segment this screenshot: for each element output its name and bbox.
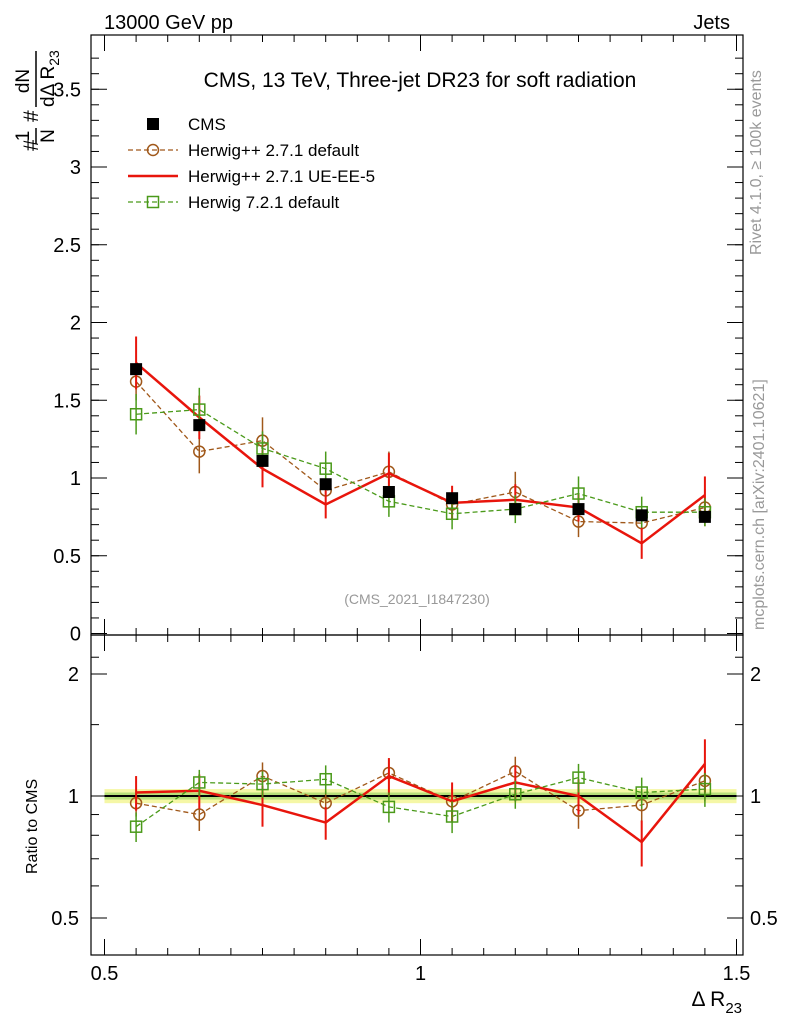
ylabel-hash-2: # (20, 110, 43, 122)
upper-line-herwig-2-7-1-default (135, 381, 706, 524)
ratio-series-herwig-7-2-1-default (129, 763, 712, 843)
y-tick-label: 3 (70, 157, 81, 179)
upper-point-herwig-7-2-1-default (129, 407, 143, 421)
ratio-point-herwig-7-2-1-default (572, 771, 585, 784)
x-axis-label-main: Δ R (691, 988, 725, 1011)
legend-entry-herwig-2-7-1-default: Herwig++ 2.7.1 default (128, 141, 359, 160)
upper-point-herwig-7-2-1-default (193, 403, 206, 416)
legend-label-herwig-2-7-1-default: Herwig++ 2.7.1 default (188, 141, 359, 160)
x-tick-label: 1 (415, 963, 426, 985)
upper-point-cms (509, 503, 522, 516)
x-tick-label: 1.5 (723, 963, 751, 985)
upper-series-cms (130, 363, 711, 523)
ratio-point-herwig-7-2-1-default (256, 777, 269, 791)
ratio-line-herwig-2-7-1-default (135, 770, 706, 816)
ratio-point-herwig-7-2-1-default (445, 810, 459, 823)
legend-marker-herwig-2-7-1-default (146, 143, 160, 157)
x-tick-label: 0.5 (91, 963, 119, 985)
ratio-tick-label-right: 2 (750, 664, 761, 686)
ylabel-den-2-sub: 23 (46, 50, 62, 66)
axis-ticks: 0.5 1 1.5 0 0.5 1 1.5 2 2.5 3 3.5 0.5 0.5 1 1 2 2 (51, 35, 778, 985)
rivet-version-label: Rivet 4.1.0, ≥ 100k events (748, 70, 765, 255)
upper-point-cms (446, 492, 459, 505)
upper-point-herwig-7-2-1-default (256, 442, 269, 455)
header-left-label: 13000 GeV pp (104, 12, 233, 34)
upper-point-cms (572, 503, 585, 516)
ratio-point-herwig-7-2-1-default (193, 776, 206, 789)
legend-marker-herwig-7-2-1-default (146, 195, 160, 209)
upper-y-axis-label: # 1 N # dN dΔ R23 (13, 50, 62, 151)
y-tick-label: 3.5 (53, 79, 81, 101)
chart-title: CMS, 13 TeV, Three-jet DR23 for soft rad… (204, 69, 637, 92)
mcplots-reference-label: mcplots.cern.ch [arXiv:2401.10621] (751, 379, 768, 630)
upper-point-cms (319, 478, 332, 491)
y-tick-label: 0.5 (53, 546, 81, 568)
y-tick-label: 1 (70, 468, 81, 490)
ylabel-den-2: dΔ R23 (38, 50, 62, 107)
y-tick-label: 0 (70, 624, 81, 646)
x-axis-label: Δ R23 (691, 988, 742, 1017)
analysis-id-label: (CMS_2021_I1847230) (344, 591, 490, 607)
y-tick-label: 2 (70, 313, 81, 335)
ylabel-den-2-main: dΔ R (38, 66, 59, 107)
ratio-y-axis-label: Ratio to CMS (24, 779, 41, 874)
ratio-point-herwig-7-2-1-default (382, 800, 396, 814)
ratio-tick-label-right: 0.5 (750, 908, 778, 930)
y-tick-label: 2.5 (53, 235, 81, 257)
legend-entry-herwig-7-2-1-default: Herwig 7.2.1 default (128, 193, 339, 212)
upper-point-herwig-7-2-1-default (572, 487, 585, 500)
ratio-point-herwig-7-2-1-default (129, 820, 143, 833)
upper-point-herwig-2-7-1-default (193, 445, 206, 458)
upper-point-herwig-7-2-1-default (319, 462, 332, 475)
upper-point-cms (130, 363, 143, 376)
ratio-point-herwig-2-7-1-default (193, 808, 206, 821)
ylabel-den-1: N (38, 129, 59, 143)
upper-series-herwig-7-2-1-default (129, 387, 712, 530)
y-tick-label: 1.5 (53, 390, 81, 412)
ylabel-hash-1: # (20, 139, 43, 151)
ratio-tick-label-right: 1 (750, 786, 761, 808)
ratio-tick-label-left: 2 (68, 664, 79, 686)
upper-series-layer (129, 336, 712, 559)
legend-marker-cms (147, 118, 159, 130)
upper-line-herwig-2-7-1-ue-ee-5 (135, 361, 706, 545)
legend: CMS Herwig++ 2.7.1 default Herwig++ 2.7.1 … (128, 115, 375, 212)
upper-point-cms (698, 510, 711, 523)
upper-line-herwig-7-2-1-default (136, 408, 705, 515)
upper-point-cms (193, 419, 206, 432)
ratio-plot-frame (90, 634, 744, 956)
upper-point-cms (635, 509, 648, 522)
ratio-point-herwig-7-2-1-default (319, 772, 332, 786)
header-right-label: Jets (693, 12, 730, 34)
ratio-point-herwig-7-2-1-default (698, 782, 712, 796)
ratio-point-herwig-7-2-1-default (635, 786, 648, 799)
upper-point-cms (382, 485, 395, 498)
ratio-series-layer (129, 739, 712, 867)
ratio-tick-label-left: 0.5 (51, 908, 79, 930)
ratio-line-herwig-2-7-1-ue-ee-5 (136, 763, 706, 844)
ylabel-num-2: dN (13, 69, 34, 93)
ratio-line-herwig-7-2-1-default (135, 776, 705, 828)
legend-label-herwig-7-2-1-default: Herwig 7.2.1 default (188, 193, 339, 212)
upper-point-cms (256, 454, 269, 467)
x-axis-label-sub: 23 (725, 1000, 742, 1017)
ratio-tick-label-left: 1 (68, 786, 79, 808)
legend-entry-cms: CMS (147, 115, 226, 134)
legend-label-cms: CMS (188, 115, 226, 134)
legend-entry-herwig-2-7-1-ue-ee-5: Herwig++ 2.7.1 UE-EE-5 (128, 167, 375, 186)
upper-series-herwig-2-7-1-default (129, 362, 712, 538)
ylabel-num-1: 1 (13, 131, 34, 142)
ratio-point-herwig-7-2-1-default (509, 787, 522, 801)
upper-point-herwig-7-2-1-default (445, 507, 459, 521)
legend-label-herwig-2-7-1-ue-ee-5: Herwig++ 2.7.1 UE-EE-5 (188, 167, 375, 186)
